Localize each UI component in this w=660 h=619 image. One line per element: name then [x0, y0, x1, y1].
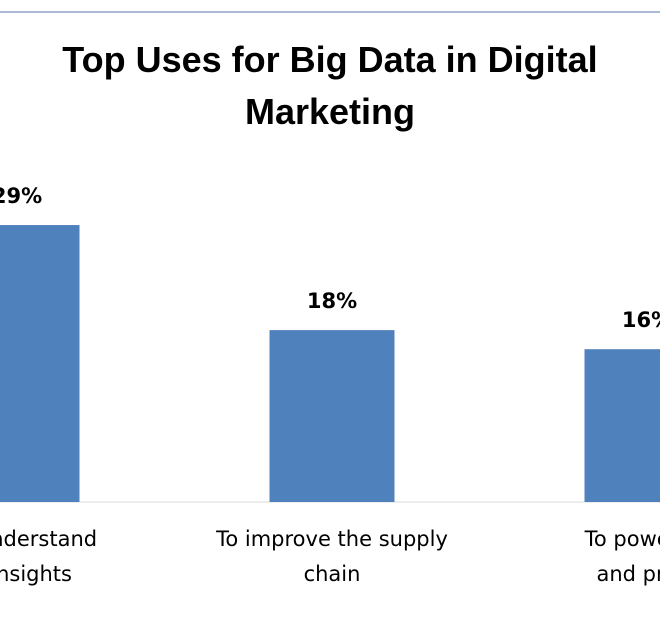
- value-label: 16%: [622, 308, 660, 332]
- bar: [584, 349, 660, 502]
- x-tick-label: To improve the supply: [215, 527, 448, 551]
- bar: [269, 330, 395, 502]
- bar: [0, 225, 80, 503]
- x-tick-label: chain: [304, 562, 361, 586]
- x-tick-label: understand: [0, 527, 97, 551]
- x-tick-label: and prom: [597, 562, 660, 586]
- value-label: 29%: [0, 184, 42, 208]
- value-label: 18%: [307, 289, 357, 313]
- chart-title: Top Uses for Big Data in Digital Marketi…: [62, 39, 598, 132]
- x-tick-label: er insights: [0, 562, 72, 586]
- x-tick-label: To power ca: [584, 527, 660, 551]
